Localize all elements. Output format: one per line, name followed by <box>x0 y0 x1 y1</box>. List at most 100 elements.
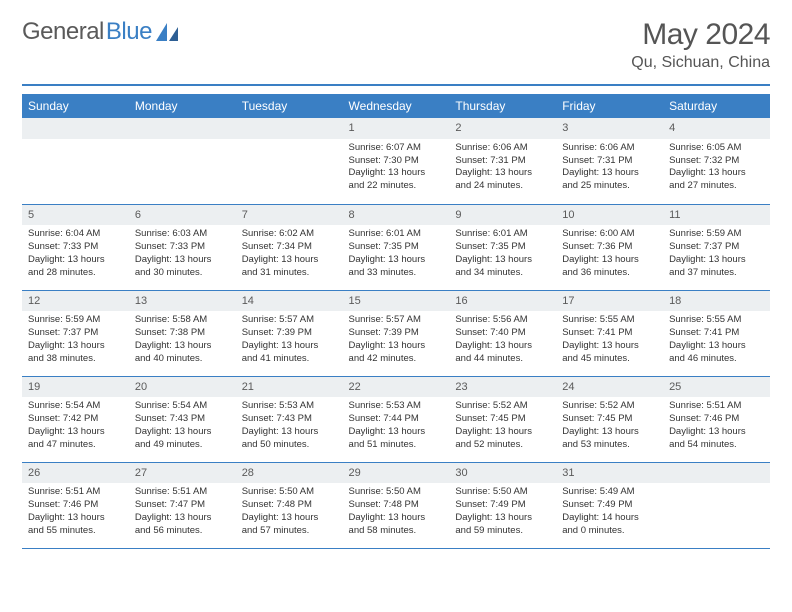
day-number: 20 <box>129 377 236 398</box>
sunrise-text: Sunrise: 5:49 AM <box>562 486 657 499</box>
day-body: Sunrise: 5:57 AMSunset: 7:39 PMDaylight:… <box>236 311 343 369</box>
calendar-day-cell: 29Sunrise: 5:50 AMSunset: 7:48 PMDayligh… <box>343 462 450 548</box>
daylight-text: Daylight: 13 hours and 30 minutes. <box>135 254 230 280</box>
sunrise-text: Sunrise: 6:00 AM <box>562 228 657 241</box>
daylight-text: Daylight: 13 hours and 28 minutes. <box>28 254 123 280</box>
calendar-day-cell: 7Sunrise: 6:02 AMSunset: 7:34 PMDaylight… <box>236 204 343 290</box>
daylight-text: Daylight: 14 hours and 0 minutes. <box>562 512 657 538</box>
day-body: Sunrise: 6:03 AMSunset: 7:33 PMDaylight:… <box>129 225 236 283</box>
calendar-day-cell: 28Sunrise: 5:50 AMSunset: 7:48 PMDayligh… <box>236 462 343 548</box>
calendar-table: SundayMondayTuesdayWednesdayThursdayFrid… <box>22 94 770 549</box>
calendar-day-cell: 3Sunrise: 6:06 AMSunset: 7:31 PMDaylight… <box>556 118 663 204</box>
sunset-text: Sunset: 7:46 PM <box>28 499 123 512</box>
daylight-text: Daylight: 13 hours and 50 minutes. <box>242 426 337 452</box>
sunrise-text: Sunrise: 5:56 AM <box>455 314 550 327</box>
calendar-day-cell <box>129 118 236 204</box>
calendar-day-cell: 12Sunrise: 5:59 AMSunset: 7:37 PMDayligh… <box>22 290 129 376</box>
day-number: 25 <box>663 377 770 398</box>
daylight-text: Daylight: 13 hours and 53 minutes. <box>562 426 657 452</box>
day-body: Sunrise: 6:01 AMSunset: 7:35 PMDaylight:… <box>343 225 450 283</box>
day-number-empty <box>129 118 236 139</box>
day-body: Sunrise: 6:06 AMSunset: 7:31 PMDaylight:… <box>449 139 556 197</box>
location: Qu, Sichuan, China <box>631 54 770 72</box>
sunrise-text: Sunrise: 5:57 AM <box>349 314 444 327</box>
sunset-text: Sunset: 7:45 PM <box>562 413 657 426</box>
day-body: Sunrise: 5:54 AMSunset: 7:43 PMDaylight:… <box>129 397 236 455</box>
daylight-text: Daylight: 13 hours and 49 minutes. <box>135 426 230 452</box>
sunrise-text: Sunrise: 5:54 AM <box>135 400 230 413</box>
sunrise-text: Sunrise: 6:06 AM <box>455 142 550 155</box>
sunrise-text: Sunrise: 5:51 AM <box>135 486 230 499</box>
sunrise-text: Sunrise: 6:04 AM <box>28 228 123 241</box>
day-number: 5 <box>22 205 129 226</box>
sunrise-text: Sunrise: 5:58 AM <box>135 314 230 327</box>
sunrise-text: Sunrise: 5:51 AM <box>669 400 764 413</box>
calendar-week-row: 5Sunrise: 6:04 AMSunset: 7:33 PMDaylight… <box>22 204 770 290</box>
sunset-text: Sunset: 7:41 PM <box>669 327 764 340</box>
sunrise-text: Sunrise: 5:50 AM <box>349 486 444 499</box>
day-body: Sunrise: 6:02 AMSunset: 7:34 PMDaylight:… <box>236 225 343 283</box>
day-body: Sunrise: 6:01 AMSunset: 7:35 PMDaylight:… <box>449 225 556 283</box>
day-body: Sunrise: 5:56 AMSunset: 7:40 PMDaylight:… <box>449 311 556 369</box>
sunset-text: Sunset: 7:49 PM <box>562 499 657 512</box>
calendar-week-row: 26Sunrise: 5:51 AMSunset: 7:46 PMDayligh… <box>22 462 770 548</box>
calendar-day-cell: 9Sunrise: 6:01 AMSunset: 7:35 PMDaylight… <box>449 204 556 290</box>
calendar-day-cell: 17Sunrise: 5:55 AMSunset: 7:41 PMDayligh… <box>556 290 663 376</box>
day-body: Sunrise: 5:51 AMSunset: 7:46 PMDaylight:… <box>22 483 129 541</box>
day-number: 23 <box>449 377 556 398</box>
sunrise-text: Sunrise: 6:01 AM <box>349 228 444 241</box>
calendar-day-cell: 15Sunrise: 5:57 AMSunset: 7:39 PMDayligh… <box>343 290 450 376</box>
weekday-header: Friday <box>556 94 663 118</box>
daylight-text: Daylight: 13 hours and 44 minutes. <box>455 340 550 366</box>
sunset-text: Sunset: 7:31 PM <box>455 155 550 168</box>
calendar-day-cell <box>236 118 343 204</box>
calendar-day-cell <box>22 118 129 204</box>
calendar-day-cell: 20Sunrise: 5:54 AMSunset: 7:43 PMDayligh… <box>129 376 236 462</box>
sunset-text: Sunset: 7:49 PM <box>455 499 550 512</box>
day-number: 28 <box>236 463 343 484</box>
sunset-text: Sunset: 7:33 PM <box>135 241 230 254</box>
sunrise-text: Sunrise: 5:57 AM <box>242 314 337 327</box>
calendar-day-cell: 21Sunrise: 5:53 AMSunset: 7:43 PMDayligh… <box>236 376 343 462</box>
calendar-day-cell: 1Sunrise: 6:07 AMSunset: 7:30 PMDaylight… <box>343 118 450 204</box>
calendar-week-row: 19Sunrise: 5:54 AMSunset: 7:42 PMDayligh… <box>22 376 770 462</box>
calendar-day-cell: 24Sunrise: 5:52 AMSunset: 7:45 PMDayligh… <box>556 376 663 462</box>
calendar-day-cell: 19Sunrise: 5:54 AMSunset: 7:42 PMDayligh… <box>22 376 129 462</box>
calendar-day-cell: 13Sunrise: 5:58 AMSunset: 7:38 PMDayligh… <box>129 290 236 376</box>
day-number: 27 <box>129 463 236 484</box>
calendar-day-cell: 11Sunrise: 5:59 AMSunset: 7:37 PMDayligh… <box>663 204 770 290</box>
day-number: 29 <box>343 463 450 484</box>
day-number: 13 <box>129 291 236 312</box>
day-body: Sunrise: 6:05 AMSunset: 7:32 PMDaylight:… <box>663 139 770 197</box>
sunrise-text: Sunrise: 5:59 AM <box>669 228 764 241</box>
sunset-text: Sunset: 7:34 PM <box>242 241 337 254</box>
day-number: 14 <box>236 291 343 312</box>
daylight-text: Daylight: 13 hours and 34 minutes. <box>455 254 550 280</box>
day-number: 17 <box>556 291 663 312</box>
weekday-header: Sunday <box>22 94 129 118</box>
sunset-text: Sunset: 7:41 PM <box>562 327 657 340</box>
day-number: 7 <box>236 205 343 226</box>
day-number: 6 <box>129 205 236 226</box>
sunset-text: Sunset: 7:37 PM <box>669 241 764 254</box>
calendar-day-cell: 30Sunrise: 5:50 AMSunset: 7:49 PMDayligh… <box>449 462 556 548</box>
day-number: 2 <box>449 118 556 139</box>
day-number: 11 <box>663 205 770 226</box>
sunrise-text: Sunrise: 5:59 AM <box>28 314 123 327</box>
sunrise-text: Sunrise: 6:01 AM <box>455 228 550 241</box>
calendar-day-cell: 16Sunrise: 5:56 AMSunset: 7:40 PMDayligh… <box>449 290 556 376</box>
sunrise-text: Sunrise: 5:55 AM <box>562 314 657 327</box>
daylight-text: Daylight: 13 hours and 33 minutes. <box>349 254 444 280</box>
logo-sail-icon <box>156 23 178 41</box>
sunset-text: Sunset: 7:38 PM <box>135 327 230 340</box>
sunrise-text: Sunrise: 6:02 AM <box>242 228 337 241</box>
daylight-text: Daylight: 13 hours and 57 minutes. <box>242 512 337 538</box>
day-number: 1 <box>343 118 450 139</box>
sunset-text: Sunset: 7:43 PM <box>242 413 337 426</box>
calendar-day-cell: 22Sunrise: 5:53 AMSunset: 7:44 PMDayligh… <box>343 376 450 462</box>
sunrise-text: Sunrise: 5:52 AM <box>562 400 657 413</box>
sunset-text: Sunset: 7:36 PM <box>562 241 657 254</box>
day-number: 12 <box>22 291 129 312</box>
day-body: Sunrise: 5:55 AMSunset: 7:41 PMDaylight:… <box>663 311 770 369</box>
daylight-text: Daylight: 13 hours and 56 minutes. <box>135 512 230 538</box>
